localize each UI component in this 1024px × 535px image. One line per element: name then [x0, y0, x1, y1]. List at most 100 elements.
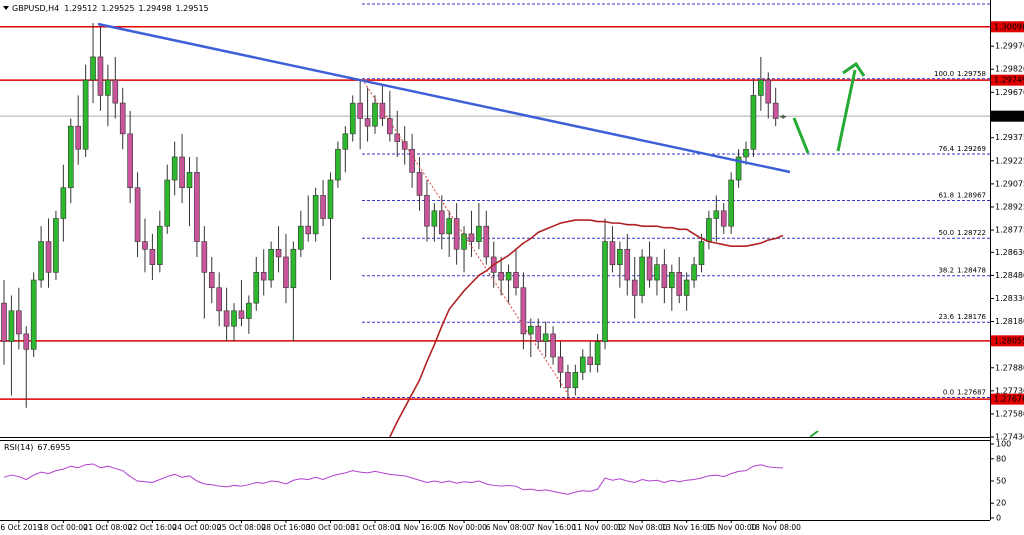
- candle-body: [60, 187, 67, 219]
- candle-body: [105, 79, 111, 96]
- fib-label: 50.0 1.28722: [938, 229, 986, 237]
- fib-level: 0.0: [943, 388, 954, 396]
- y-tick-label: 1.27880: [995, 363, 1024, 372]
- fib-label: 100.0 1.29758: [934, 70, 986, 78]
- axes: 1.27430 1.27580 1.27730 1.27880 1.28180 1.283…: [0, 21, 1024, 532]
- candle-body: [38, 241, 44, 281]
- candle-body: [602, 241, 608, 342]
- candle-body: [364, 118, 371, 127]
- current-price-tag: [991, 110, 1024, 122]
- candle-body: [535, 325, 542, 342]
- candle-body: [639, 256, 645, 296]
- high: 1.29525: [101, 4, 134, 13]
- candle-body: [119, 102, 126, 135]
- candle-body: [149, 248, 156, 265]
- candle-body: [661, 264, 668, 289]
- candle-body: [171, 156, 178, 181]
- candle-body: [260, 272, 267, 281]
- fib-label: 76.4 1.29269: [938, 145, 986, 153]
- y-tick-label: 1.28330: [995, 294, 1024, 303]
- y-tick-label: 1.29075: [995, 179, 1024, 188]
- level-tag: [991, 393, 1024, 405]
- trend-line: [97, 22, 791, 174]
- y-tick-label: 1.28775: [995, 226, 1024, 235]
- candle-body: [498, 272, 504, 281]
- level-tag: [991, 21, 1024, 33]
- candle-body: [528, 325, 534, 335]
- level-label: 1.30096: [994, 22, 1024, 31]
- price-plot: [0, 23, 990, 437]
- candle-body: [320, 195, 326, 219]
- candle-body: [520, 287, 527, 335]
- candle-body: [90, 56, 96, 81]
- candle-body: [453, 218, 460, 250]
- candle-body: [617, 248, 623, 265]
- candle-body: [268, 248, 274, 281]
- fib-diagonal: [361, 78, 571, 398]
- y-tick-label: 1.27430: [995, 433, 1024, 442]
- rsi-tick-label: 80: [996, 454, 1006, 463]
- candle-body: [431, 210, 438, 227]
- x-tick-label: 18 Oct 00:00: [39, 523, 88, 532]
- candle-body: [194, 172, 200, 242]
- level-tag: [991, 335, 1024, 347]
- current-price-label: 1.29515: [994, 112, 1024, 121]
- candle-body: [765, 79, 772, 104]
- level-tag: [991, 74, 1024, 86]
- x-tick-label: 7 Nov 16:00: [530, 523, 576, 532]
- fib-label: 61.8 1.28967: [938, 191, 986, 199]
- candle-body: [208, 272, 215, 289]
- candle-body: [579, 356, 586, 373]
- x-tick-label: 12 Nov 08:00: [617, 523, 668, 532]
- candle-body: [275, 248, 282, 258]
- candle-body: [23, 333, 30, 350]
- y-tick-label: 1.27580: [995, 409, 1024, 418]
- fib-price: 1.28176: [957, 313, 986, 321]
- fib-level: 76.4: [938, 145, 954, 153]
- candle-body: [157, 225, 163, 265]
- candle-body: [609, 241, 616, 265]
- fib-price: 1.29758: [957, 70, 986, 78]
- candle-body: [45, 241, 52, 273]
- candle-body: [186, 172, 193, 189]
- rsi-tick-label: 0: [996, 514, 1001, 523]
- candle-body: [372, 102, 378, 127]
- candle-body: [550, 333, 556, 358]
- candle-body: [253, 272, 260, 304]
- candle-body: [342, 133, 349, 150]
- low: 1.29498: [138, 4, 171, 13]
- y-tick-label: 1.28480: [995, 271, 1024, 280]
- candle-body: [565, 372, 571, 389]
- rsi-tick-label: 20: [996, 499, 1006, 508]
- candle-body: [424, 195, 430, 227]
- candle-body: [312, 195, 319, 235]
- x-tick-label: 6 Nov 08:00: [486, 523, 532, 532]
- y-tick-label: 1.29820: [995, 65, 1024, 74]
- y-tick-label: 1.29375: [995, 133, 1024, 142]
- candle-body: [468, 233, 475, 242]
- candle-body: [461, 233, 467, 250]
- candle-body: [53, 218, 59, 273]
- candle-body: [646, 256, 653, 281]
- fib-price: 1.28478: [957, 267, 986, 275]
- x-tick-label: 24 Oct 00:00: [172, 523, 221, 532]
- fib-level: 50.0: [938, 229, 954, 237]
- fib-label: 0.0 1.27687: [943, 388, 986, 396]
- symbol: GBPUSD,H4: [12, 4, 59, 13]
- candle-body: [30, 279, 37, 350]
- candle-body: [587, 356, 593, 365]
- rsi-tick-label: 50: [996, 477, 1006, 486]
- y-tick-label: 1.29670: [995, 88, 1024, 97]
- x-tick-label: 31 Oct 08:00: [351, 523, 400, 532]
- candle-body: [335, 148, 341, 181]
- candle-body: [676, 272, 683, 296]
- candle-body: [743, 148, 749, 158]
- x-tick-label: 16 Oct 2019: [0, 523, 42, 532]
- level-label: 1.27676: [994, 395, 1024, 404]
- candle-body: [505, 272, 512, 281]
- candle-body: [446, 218, 453, 235]
- candle-body: [216, 287, 222, 312]
- candle-body: [67, 125, 74, 189]
